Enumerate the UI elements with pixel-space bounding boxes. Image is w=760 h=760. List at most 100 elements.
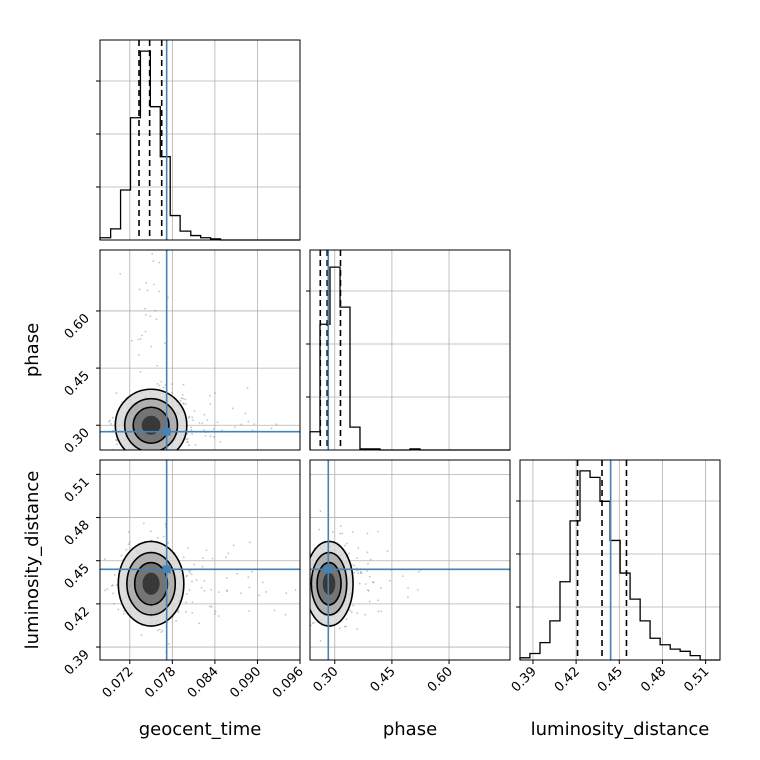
sample-point — [227, 552, 230, 555]
sample-point — [106, 588, 109, 590]
sample-point — [265, 591, 268, 593]
sample-point — [221, 429, 223, 432]
sample-point — [108, 419, 111, 422]
scatter-panel-geocent_time_luminosity_distance — [99, 459, 301, 661]
sample-point — [203, 580, 206, 582]
sample-point — [389, 579, 391, 582]
panel-body — [100, 250, 300, 450]
sample-point — [357, 572, 360, 575]
sample-point — [377, 530, 380, 533]
sample-point — [372, 581, 375, 584]
sample-point — [160, 380, 163, 383]
sample-point — [214, 610, 217, 613]
sample-point — [231, 407, 234, 410]
sample-point — [129, 541, 131, 544]
sample-point — [182, 402, 185, 405]
sample-point — [125, 548, 128, 551]
sample-point — [244, 412, 247, 415]
sample-point — [343, 544, 346, 547]
sample-point — [127, 530, 130, 533]
sample-point — [162, 386, 165, 389]
sample-point — [151, 253, 154, 255]
sample-point — [209, 394, 211, 397]
sample-point — [153, 283, 155, 286]
sample-point — [154, 309, 157, 312]
hist-panel-geocent_time — [96, 39, 301, 241]
sample-point — [311, 622, 314, 624]
sample-point — [339, 525, 342, 528]
sample-point — [182, 402, 185, 405]
sample-point — [209, 435, 212, 438]
sample-point — [123, 610, 126, 612]
sample-point — [224, 556, 227, 559]
sample-point — [210, 605, 213, 608]
sample-point — [348, 552, 351, 555]
sample-point — [218, 591, 220, 594]
sample-point — [155, 318, 158, 321]
sample-point — [180, 397, 183, 400]
sample-point — [190, 426, 193, 429]
sample-point — [338, 627, 341, 630]
sample-point — [190, 573, 193, 576]
sample-point — [161, 629, 164, 632]
sample-point — [113, 603, 115, 605]
grid-lines — [306, 250, 510, 450]
sample-point — [202, 557, 204, 560]
sample-point — [253, 423, 256, 425]
sample-point — [145, 281, 148, 284]
sample-point — [163, 342, 166, 345]
sample-point — [160, 631, 163, 634]
sample-point — [116, 443, 118, 446]
sample-point — [185, 610, 187, 613]
sample-point — [187, 417, 190, 419]
sample-point — [294, 589, 297, 591]
sample-point — [353, 564, 355, 567]
density-contour — [141, 415, 161, 435]
sample-point — [203, 429, 205, 431]
sample-point — [167, 296, 169, 299]
sample-point — [138, 288, 141, 291]
panel-frame — [99, 249, 301, 451]
sample-point — [144, 330, 147, 333]
sample-point — [407, 586, 409, 589]
sample-point — [319, 639, 322, 642]
sample-point — [203, 589, 206, 592]
sample-point — [209, 403, 212, 406]
sample-point — [416, 588, 419, 591]
sample-point — [185, 601, 187, 604]
sample-point — [189, 571, 191, 574]
sample-point — [182, 397, 184, 400]
sample-point — [162, 535, 165, 538]
sample-point — [377, 610, 380, 613]
sample-point — [210, 588, 213, 591]
sample-point — [248, 586, 251, 589]
sample-point — [216, 421, 219, 424]
sample-point — [144, 307, 147, 310]
sample-point — [177, 611, 180, 614]
sample-point — [152, 260, 155, 262]
sample-point — [187, 547, 189, 549]
sample-point — [186, 441, 189, 443]
sample-point — [357, 547, 360, 549]
sample-point — [113, 574, 116, 576]
sample-point — [201, 422, 204, 425]
scatter-panel-phase_luminosity_distance — [309, 459, 511, 661]
sample-point — [356, 627, 359, 630]
sample-point — [368, 575, 371, 578]
truth-marker — [162, 565, 171, 574]
sample-point — [344, 625, 347, 628]
sample-point — [112, 592, 115, 595]
sample-point — [140, 634, 143, 637]
sample-point — [156, 382, 159, 385]
sample-point — [359, 570, 362, 573]
density-contour — [142, 572, 160, 595]
sample-point — [195, 579, 198, 581]
sample-point — [201, 565, 204, 568]
sample-point — [366, 589, 369, 592]
sample-point — [341, 532, 344, 535]
sample-point — [115, 392, 118, 395]
sample-point — [214, 612, 216, 615]
sample-point — [192, 419, 194, 422]
sample-point — [353, 571, 356, 574]
